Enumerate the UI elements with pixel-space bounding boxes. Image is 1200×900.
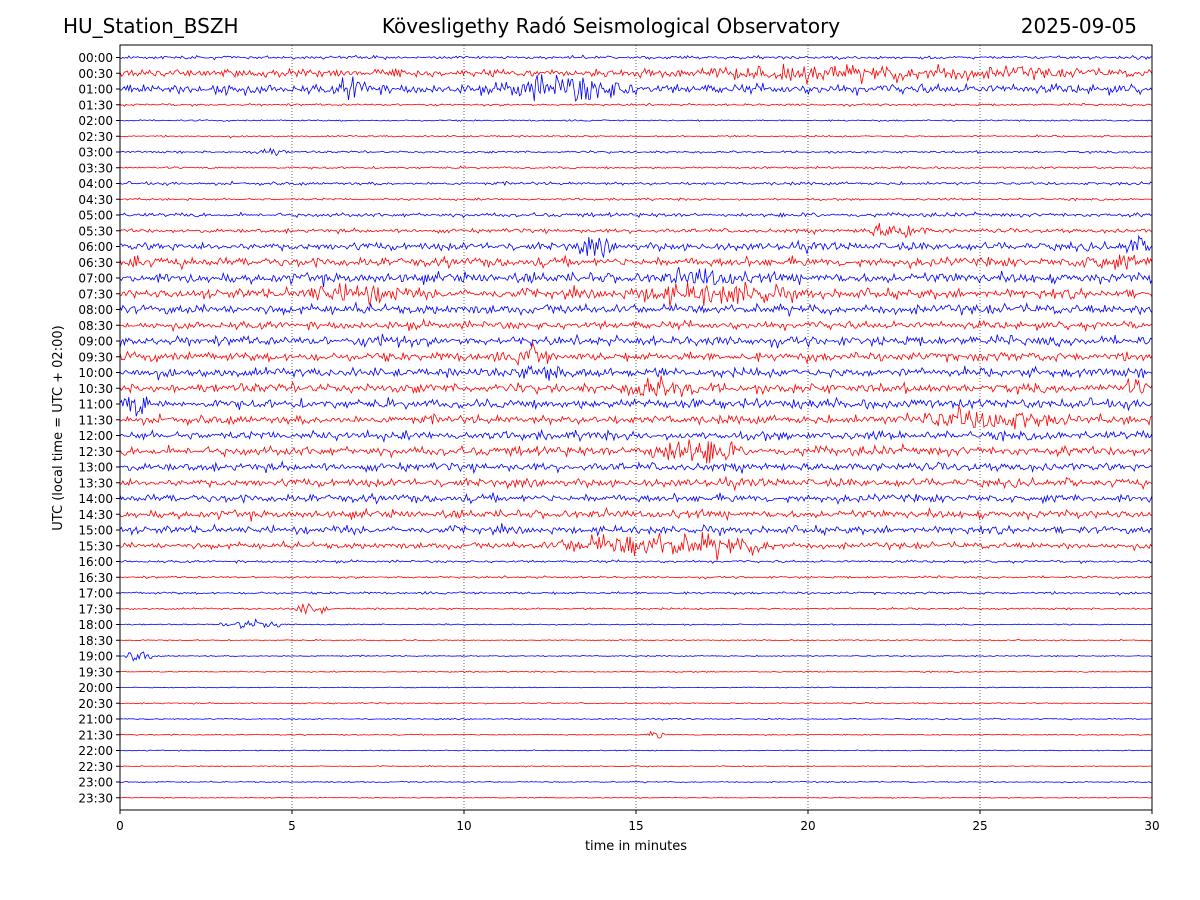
chart-title: Kövesligethy Radó Seismological Observat… <box>381 14 841 38</box>
y-tick-label: 04:00 <box>78 177 113 191</box>
y-tick-label: 14:30 <box>78 508 113 522</box>
trace-2100 <box>119 717 1153 721</box>
y-tick-label: 15:00 <box>78 524 113 538</box>
y-tick-label: 10:00 <box>78 366 113 380</box>
trace-0300 <box>119 147 1153 157</box>
trace-2030 <box>119 701 1153 705</box>
y-tick-label: 22:30 <box>78 760 113 774</box>
y-tick-label: 23:00 <box>78 776 113 790</box>
y-tick-label: 13:00 <box>78 461 113 475</box>
y-tick-label: 18:00 <box>78 618 113 632</box>
x-tick-label: 20 <box>800 819 815 833</box>
y-axis-label: UTC (local time = UTC + 02:00) <box>51 325 66 530</box>
vertical-gridlines <box>291 45 981 810</box>
trace-1900 <box>119 651 1153 662</box>
y-tick-label: 04:30 <box>78 193 113 207</box>
y-tick-label: 21:00 <box>78 713 113 727</box>
trace-2130 <box>119 730 1153 739</box>
trace-1100 <box>119 396 1153 417</box>
y-tick-label: 11:00 <box>78 398 113 412</box>
station-name: HU_Station_BSZH <box>63 14 239 38</box>
y-tick-label: 15:30 <box>78 539 113 553</box>
trace-0500 <box>119 211 1153 219</box>
y-tick-label: 20:00 <box>78 681 113 695</box>
y-tick-label: 22:00 <box>78 744 113 758</box>
y-tick-label: 08:00 <box>78 303 113 317</box>
y-tick-label: 01:30 <box>78 98 113 112</box>
y-tick-label: 23:30 <box>78 791 113 805</box>
x-tick-label: 10 <box>456 819 471 833</box>
y-tick-label: 17:00 <box>78 587 113 601</box>
y-tick-label: 19:30 <box>78 665 113 679</box>
y-tick-label: 06:30 <box>78 256 113 270</box>
y-tick-label: 13:30 <box>78 476 113 490</box>
y-tick-label: 08:30 <box>78 319 113 333</box>
y-tick-label: 20:30 <box>78 697 113 711</box>
y-tick-label: 14:00 <box>78 492 113 506</box>
x-tick-label: 0 <box>116 819 124 833</box>
x-tick-label: 30 <box>1144 819 1159 833</box>
y-tick-label: 12:00 <box>78 429 113 443</box>
y-tick-label: 16:00 <box>78 555 113 569</box>
x-tick-label: 5 <box>288 819 296 833</box>
y-tick-label: 00:30 <box>78 67 113 81</box>
y-tick-label: 21:30 <box>78 728 113 742</box>
trace-1330 <box>119 475 1153 492</box>
y-tick-label: 18:30 <box>78 634 113 648</box>
trace-1700 <box>119 590 1153 596</box>
y-tick-label: 05:00 <box>78 209 113 223</box>
trace-1300 <box>119 460 1153 475</box>
chart-date: 2025-09-05 <box>1020 14 1137 38</box>
y-tick-label: 05:30 <box>78 224 113 238</box>
trace-1930 <box>120 670 1153 674</box>
y-tick-label: 07:00 <box>78 272 113 286</box>
y-tick-label: 02:00 <box>78 114 113 128</box>
y-tick-label: 03:30 <box>78 161 113 175</box>
trace-0600 <box>119 234 1153 259</box>
y-tick-label: 11:30 <box>78 413 113 427</box>
trace-1500 <box>119 523 1153 538</box>
trace-0230 <box>119 134 1153 139</box>
y-tick-label: 19:00 <box>78 650 113 664</box>
y-tick-label: 00:00 <box>78 51 113 65</box>
x-tick-label: 25 <box>972 819 987 833</box>
x-axis-ticks: 0 5 10 15 20 25 30 <box>116 810 1160 833</box>
y-tick-label: 09:30 <box>78 350 113 364</box>
y-tick-label: 17:30 <box>78 602 113 616</box>
trace-2230 <box>119 764 1152 768</box>
y-tick-label: 07:30 <box>78 287 113 301</box>
trace-0430 <box>119 197 1153 202</box>
trace-1400 <box>119 492 1153 505</box>
y-tick-label: 09:00 <box>78 335 113 349</box>
y-tick-label: 10:30 <box>78 382 113 396</box>
y-tick-label: 01:00 <box>78 83 113 97</box>
x-tick-label: 15 <box>628 819 643 833</box>
x-axis-label: time in minutes <box>585 839 687 854</box>
trace-0630 <box>119 254 1153 271</box>
y-tick-label: 06:00 <box>78 240 113 254</box>
y-tick-label: 03:00 <box>78 146 113 160</box>
y-tick-label: 02:30 <box>78 130 113 144</box>
trace-2300 <box>119 780 1153 784</box>
y-tick-label: 16:30 <box>78 571 113 585</box>
trace-1800 <box>119 618 1153 630</box>
y-tick-label: 12:30 <box>78 445 113 459</box>
